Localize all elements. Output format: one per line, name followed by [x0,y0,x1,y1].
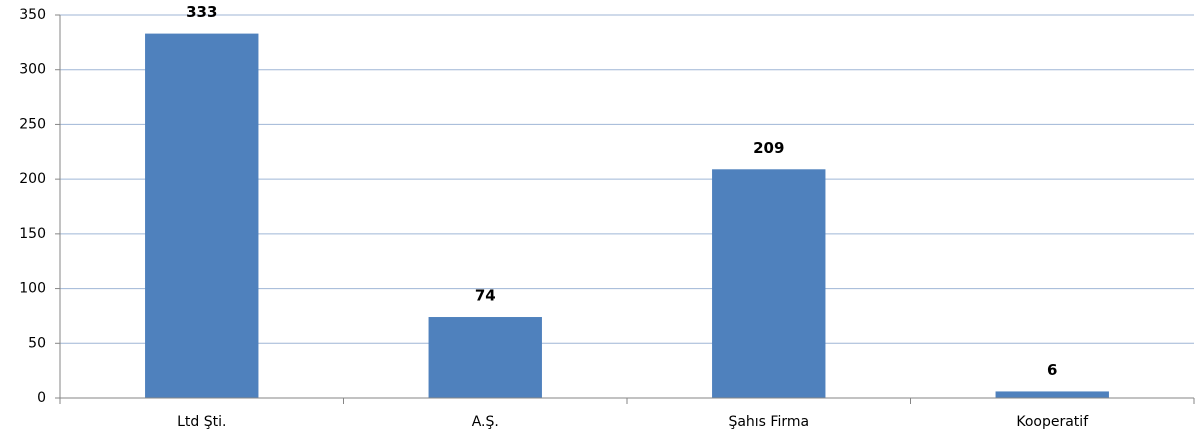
y-tick-label: 0 [37,390,46,406]
bar [712,169,826,398]
y-tick-label: 200 [19,171,46,187]
bar [145,33,259,399]
bar [995,391,1109,398]
y-tick-label: 350 [19,7,46,23]
x-tick-label: Şahıs Firma [728,414,809,430]
y-tick-label: 250 [19,116,46,132]
bar [428,317,542,398]
y-tick-label: 300 [19,62,46,78]
y-tick-label: 50 [28,335,46,351]
y-tick-label: 100 [19,281,46,297]
x-tick-label: Kooperatif [1016,414,1089,430]
value-label: 6 [1047,361,1057,379]
value-label: 74 [475,287,496,305]
x-tick-label: Ltd Şti. [177,414,226,430]
value-label: 209 [753,139,784,157]
value-label: 333 [186,3,217,21]
x-tick-label: A.Ş. [472,414,499,430]
y-tick-label: 150 [19,226,46,242]
